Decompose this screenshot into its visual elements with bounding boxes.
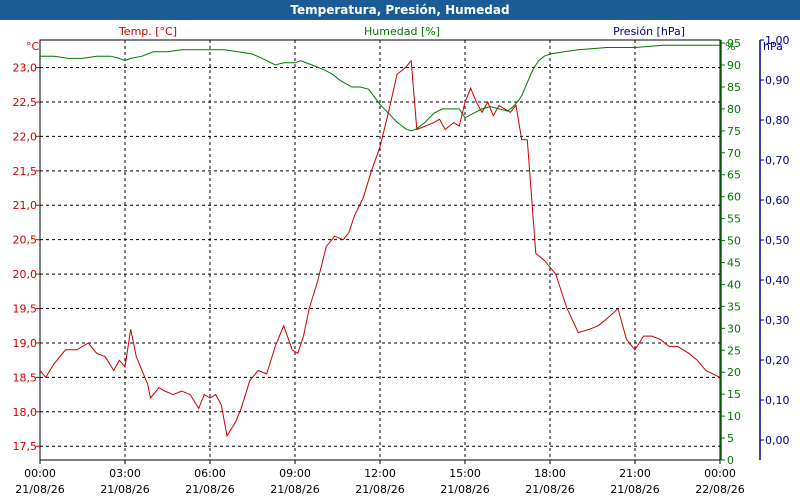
temp-tick-label: 23,0 xyxy=(13,62,38,75)
x-tick-label-date: 21/08/26 xyxy=(15,483,64,496)
pressure-tick-label: 0,50 xyxy=(765,234,790,247)
chart-canvas: 00:00 21/08/26 03:00 21/08/26 06:00 21/08/26 0… xyxy=(13,25,790,496)
pressure-tick-label: 0,10 xyxy=(765,394,790,407)
x-tick-label-date: 22/08/26 xyxy=(695,483,744,496)
x-tick-label-time: 09:00 xyxy=(279,467,311,480)
x-tick-label-time: 15:00 xyxy=(449,467,481,480)
pressure-tick-label: 0,40 xyxy=(765,274,790,287)
x-tick-label-time: 03:00 xyxy=(109,467,141,480)
humidity-tick-label: 20 xyxy=(727,366,741,379)
humidity-tick-label: 95 xyxy=(727,37,741,50)
x-tick-label-time: 00:00 xyxy=(704,467,736,480)
pressure-tick-label: 0,80 xyxy=(765,114,790,127)
humidity-tick-label: 90 xyxy=(727,59,741,72)
humidity-tick-label: 60 xyxy=(727,191,741,204)
humidity-tick-label: 55 xyxy=(727,213,741,226)
x-tick-label-date: 21/08/26 xyxy=(270,483,319,496)
x-tick-label-date: 21/08/26 xyxy=(525,483,574,496)
temp-tick-label: 21,0 xyxy=(13,199,38,212)
x-tick-label-date: 21/08/26 xyxy=(185,483,234,496)
x-tick-label-date: 21/08/26 xyxy=(355,483,404,496)
series-lines xyxy=(39,44,721,438)
axes xyxy=(36,39,764,464)
x-tick-label-time: 06:00 xyxy=(194,467,226,480)
pressure-tick-label: 1,00 xyxy=(765,34,790,47)
humidity-tick-label: 85 xyxy=(727,81,741,94)
temp-tick-label: 20,5 xyxy=(13,234,38,247)
pressure-tick-label: 0,20 xyxy=(765,354,790,367)
x-tick-label-time: 18:00 xyxy=(534,467,566,480)
pressure-tick-label: 0,90 xyxy=(765,74,790,87)
temp-tick-label: 22,5 xyxy=(13,96,38,109)
humidity-tick-label: 75 xyxy=(727,125,741,138)
tick-labels: 00:00 21/08/26 03:00 21/08/26 06:00 21/08/26 0… xyxy=(13,25,790,496)
x-tick-label-date: 21/08/26 xyxy=(100,483,149,496)
pressure-tick-label: 0,00 xyxy=(765,434,790,447)
series-line-humidity xyxy=(40,44,720,132)
temp-tick-label: 17,5 xyxy=(13,440,38,453)
temp-tick-label: 19,0 xyxy=(13,337,38,350)
x-tick-label-time: 12:00 xyxy=(364,467,396,480)
temp-tick-label: 21,5 xyxy=(13,165,38,178)
temp-tick-label: 19,5 xyxy=(13,303,38,316)
humidity-tick-label: 65 xyxy=(727,169,741,182)
x-tick-label-date: 21/08/26 xyxy=(610,483,659,496)
temp-axis-unit: °C xyxy=(26,40,40,53)
x-tick-label-date: 21/08/26 xyxy=(440,483,489,496)
pressure-tick-label: 0,70 xyxy=(765,154,790,167)
grid xyxy=(40,40,720,460)
legend-entry-temp: Temp. [°C] xyxy=(118,25,177,38)
series-line-temp xyxy=(39,59,721,438)
humidity-tick-label: 5 xyxy=(727,432,734,445)
pressure-tick-label: 0,30 xyxy=(765,314,790,327)
humidity-tick-label: 40 xyxy=(727,278,741,291)
pressure-axis-unit: hPa xyxy=(763,40,783,53)
humidity-tick-label: 70 xyxy=(727,147,741,160)
humidity-tick-label: 35 xyxy=(727,300,741,313)
chart-title: Temperatura, Presión, Humedad xyxy=(0,0,800,20)
humidity-tick-label: 25 xyxy=(727,344,741,357)
humidity-tick-label: 45 xyxy=(727,257,741,270)
humidity-tick-label: 30 xyxy=(727,322,741,335)
temp-tick-label: 18,0 xyxy=(13,406,38,419)
legend-entry-humidity: Humedad [%] xyxy=(364,25,440,38)
humidity-tick-label: 15 xyxy=(727,388,741,401)
x-tick-label-time: 21:00 xyxy=(619,467,651,480)
temp-tick-label: 22,0 xyxy=(13,130,38,143)
humidity-tick-label: 50 xyxy=(727,235,741,248)
humidity-tick-label: 10 xyxy=(727,410,741,423)
temp-tick-label: 18,5 xyxy=(13,371,38,384)
humidity-tick-label: 80 xyxy=(727,103,741,116)
legend-entry-pressure: Presión [hPa] xyxy=(613,25,685,38)
pressure-tick-label: 0,60 xyxy=(765,194,790,207)
x-tick-label-time: 00:00 xyxy=(24,467,56,480)
humidity-axis-unit: % xyxy=(725,40,735,53)
humidity-tick-label: 0 xyxy=(727,454,734,467)
temp-tick-label: 20,0 xyxy=(13,268,38,281)
